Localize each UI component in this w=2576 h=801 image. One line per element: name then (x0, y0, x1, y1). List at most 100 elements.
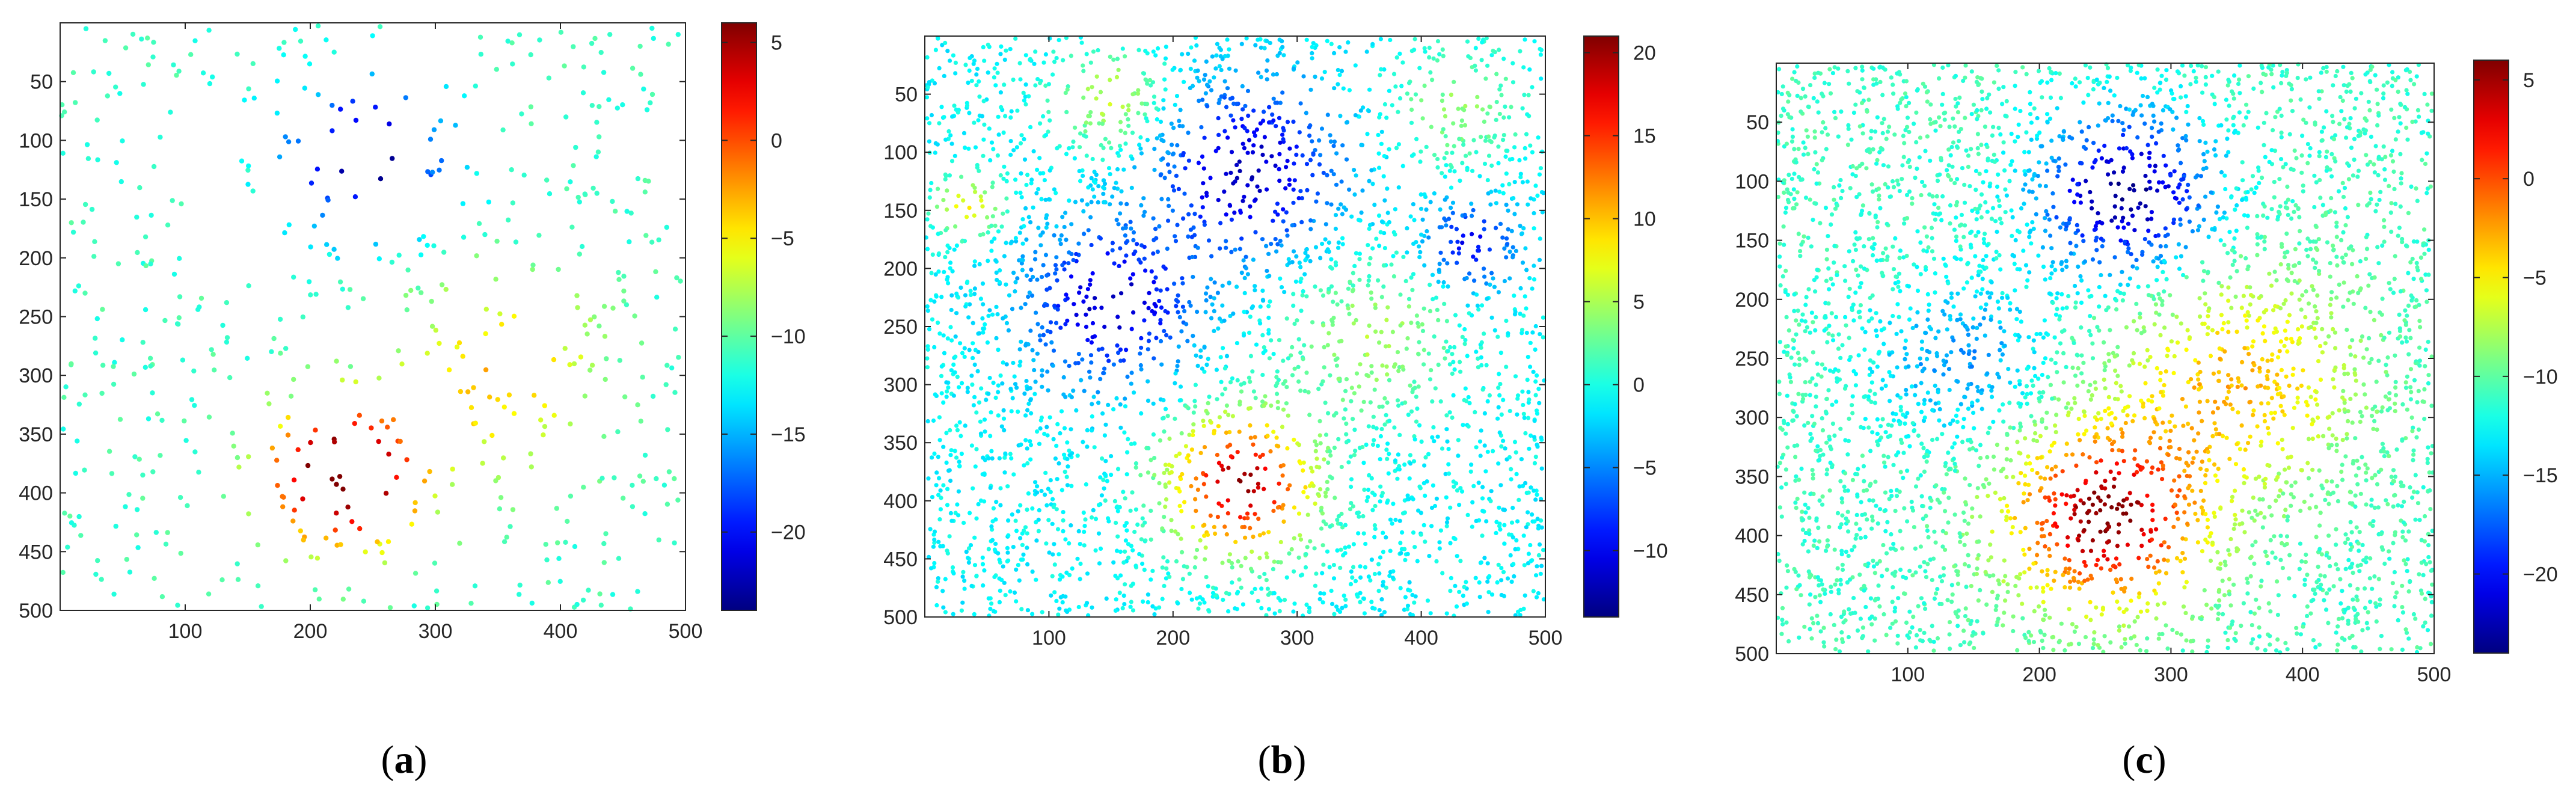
scatter-point (1321, 323, 1326, 328)
scatter-point (569, 224, 575, 230)
scatter-point (1340, 236, 1345, 241)
scatter-point (2218, 238, 2223, 243)
scatter-point (1379, 613, 1384, 618)
scatter-point (1110, 194, 1115, 199)
scatter-point (1541, 335, 1545, 340)
scatter-point (1141, 599, 1145, 604)
scatter-point (2279, 135, 2284, 140)
scatter-point (1333, 213, 1339, 218)
scatter-point (2346, 409, 2351, 414)
scatter-point (1429, 505, 1435, 511)
scatter-point (2159, 121, 2164, 126)
scatter-point (1025, 531, 1029, 536)
scatter-point (1435, 58, 1440, 63)
scatter-point (1020, 531, 1025, 536)
scatter-point (1347, 312, 1352, 316)
scatter-point (941, 400, 946, 405)
scatter-point (1465, 39, 1470, 44)
scatter-point (1122, 259, 1127, 264)
x-tick-label: 200 (293, 620, 328, 643)
scatter-point (2405, 91, 2410, 96)
scatter-point (544, 557, 550, 563)
scatter-point (1242, 126, 1247, 130)
scatter-point (1523, 431, 1528, 436)
scatter-point (2214, 210, 2219, 215)
scatter-point (1461, 423, 1465, 428)
scatter-point (1335, 518, 1340, 523)
scatter-point (2054, 215, 2059, 219)
scatter-point (972, 563, 978, 568)
scatter-point (1299, 308, 1304, 313)
scatter-point (2274, 648, 2279, 653)
scatter-point (94, 117, 100, 123)
scatter-point (2343, 541, 2348, 545)
scatter-point (461, 235, 467, 240)
scatter-point (1033, 480, 1038, 485)
scatter-point (1175, 222, 1180, 227)
scatter-point (1069, 523, 1073, 528)
scatter-point (1298, 350, 1303, 355)
scatter-point (1536, 135, 1541, 140)
scatter-point (1079, 198, 1084, 203)
scatter-point (2409, 390, 2414, 394)
scatter-point (285, 432, 291, 438)
scatter-point (1069, 394, 1074, 400)
scatter-point (1381, 580, 1385, 585)
scatter-point (134, 214, 140, 220)
scatter-point (277, 316, 283, 322)
scatter-point (557, 578, 563, 584)
scatter-point (1322, 345, 1326, 349)
scatter-point (1124, 528, 1129, 533)
scatter-point (1194, 509, 1198, 514)
scatter-point (1423, 455, 1428, 460)
scatter-point (1239, 236, 1244, 241)
scatter-point (432, 493, 438, 499)
scatter-point (1509, 520, 1515, 525)
scatter-point (1029, 181, 1034, 186)
scatter-point (957, 464, 962, 468)
scatter-point (146, 62, 151, 67)
scatter-point (1139, 203, 1144, 207)
scatter-point (2017, 382, 2022, 387)
scatter-point (2152, 322, 2157, 327)
scatter-point (1177, 503, 1182, 509)
scatter-point (1173, 102, 1177, 107)
scatter-point (1014, 599, 1019, 604)
scatter-point (1065, 87, 1070, 92)
scatter-point (1054, 598, 1059, 604)
scatter-point (1052, 542, 1056, 547)
scatter-point (1035, 351, 1040, 356)
scatter-point (1262, 345, 1266, 350)
scatter-point (1820, 416, 1824, 421)
scatter-point (956, 489, 961, 494)
scatter-point (1269, 404, 1274, 408)
scatter-point (1002, 254, 1007, 259)
scatter-point (1351, 283, 1355, 288)
scatter-point (1067, 198, 1072, 203)
scatter-point (1319, 126, 1325, 131)
scatter-point (1017, 363, 1022, 368)
scatter-point (1013, 382, 1018, 387)
scatter-point (2331, 83, 2335, 88)
scatter-point (1539, 563, 1544, 568)
scatter-point (998, 268, 1002, 273)
scatter-point (1023, 53, 1028, 58)
scatter-point (1308, 259, 1313, 263)
scatter-point (1075, 322, 1080, 327)
scatter-point (1224, 239, 1228, 244)
scatter-point (1005, 209, 1010, 214)
scatter-point (1350, 289, 1355, 293)
scatter-point (925, 247, 930, 251)
scatter-point (2303, 559, 2308, 565)
scatter-point (1379, 129, 1384, 134)
scatter-point (1467, 151, 1472, 156)
scatter-point (1176, 359, 1180, 364)
scatter-point (141, 82, 146, 87)
scatter-point (2259, 443, 2263, 448)
scatter-point (1532, 39, 1537, 44)
scatter-point (1443, 174, 1447, 179)
scatter-point (1526, 510, 1530, 515)
scatter-point (1346, 544, 1351, 549)
scatter-point (1518, 613, 1523, 618)
scatter-point (1387, 88, 1391, 93)
